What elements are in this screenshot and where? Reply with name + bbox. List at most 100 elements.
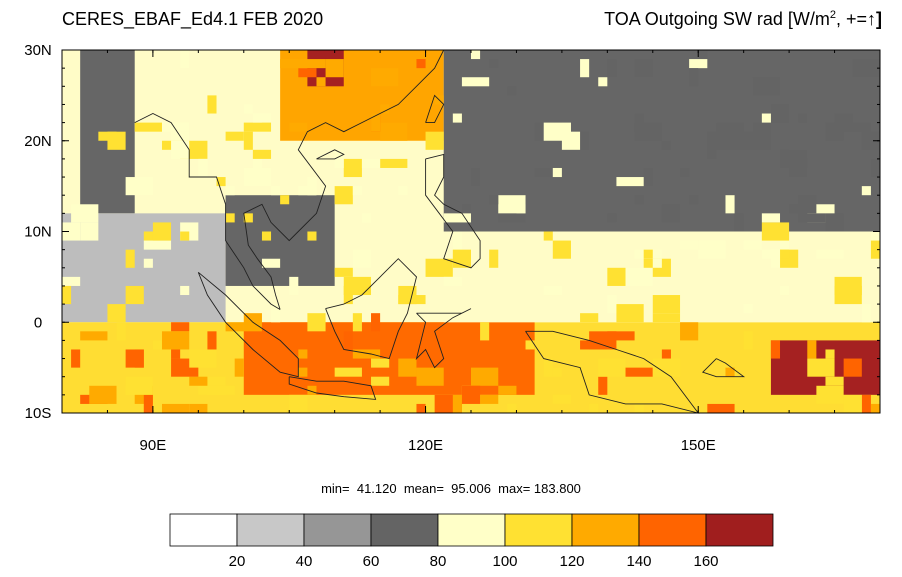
map-cell: [361, 213, 372, 223]
map-cell: [280, 59, 299, 69]
map-cell: [634, 59, 653, 69]
map-cell: [343, 276, 372, 296]
map-cell: [507, 403, 517, 413]
map-cell: [743, 131, 771, 150]
map-cell: [780, 249, 790, 259]
colorbar-swatch: [638, 513, 707, 547]
colorbar-swatch: [705, 513, 774, 547]
map-cell: [234, 358, 244, 377]
map-cell: [189, 403, 208, 413]
map-cell: [743, 304, 753, 314]
map-cell: [243, 122, 272, 132]
map-cell: [752, 77, 781, 96]
map-cell: [243, 104, 253, 114]
map-cell: [461, 77, 490, 87]
map-cell: [789, 204, 799, 214]
map-cell: [443, 276, 462, 286]
map-cell: [634, 113, 644, 132]
map-cell: [834, 113, 853, 123]
map-cell: [489, 59, 499, 69]
lon-tick-label: 150E: [681, 437, 716, 454]
map-cell: [798, 195, 817, 214]
map-cell: [298, 186, 317, 196]
map-cell: [580, 313, 599, 323]
map-cell: [652, 295, 681, 314]
map-cell: [480, 322, 490, 341]
map-cell: [770, 340, 781, 359]
map-cell: [625, 367, 653, 377]
map-cell: [89, 385, 117, 404]
map-cell: [125, 249, 135, 268]
lon-tick-label: 120E: [408, 437, 443, 454]
coastline-segment: [243, 49, 445, 310]
map-cell: [761, 249, 781, 259]
map-cell: [252, 113, 262, 123]
map-cell: [807, 340, 817, 359]
colorbar-label: 120: [559, 553, 584, 570]
map-cell: [616, 177, 644, 187]
map-cell: [816, 249, 844, 259]
map-cell: [870, 240, 880, 259]
map-cell: [580, 131, 590, 150]
map-cell: [180, 231, 190, 241]
map-cell: [316, 77, 326, 87]
map-cell: [416, 403, 426, 413]
colorbar-swatch: [236, 513, 305, 547]
map-cell: [352, 313, 362, 332]
coastline-segment: [415, 308, 472, 369]
map-cell: [452, 113, 462, 123]
map-cell: [289, 276, 299, 296]
lat-tick-label: 30N: [24, 42, 52, 59]
map-cell: [552, 394, 571, 404]
map-cell: [843, 358, 862, 377]
map-title-right: TOA Outgoing SW rad [W/m2, +=↑]: [604, 9, 882, 30]
map-cell: [743, 240, 762, 250]
map-cell: [816, 385, 844, 404]
lon-tick-label: 90E: [140, 437, 167, 454]
map-cell: [707, 131, 717, 150]
map-cell: [352, 249, 372, 268]
colorbar: 20 40 60 80 100 120 140 160: [169, 513, 774, 570]
map-cell: [307, 231, 317, 241]
map-cell: [198, 158, 208, 178]
map-cell: [352, 349, 381, 359]
map-cell: [261, 167, 272, 187]
map-cell: [843, 394, 862, 413]
map-cell: [843, 122, 871, 132]
map-cell: [861, 394, 871, 413]
map-cell: [552, 240, 571, 259]
map-cell: [334, 149, 344, 168]
colorbar-label: 60: [363, 553, 380, 570]
map-cell: [580, 340, 608, 350]
map-cell: [271, 304, 281, 323]
map-cell: [543, 231, 553, 241]
map-cell: [543, 358, 553, 377]
map-raster: [62, 50, 880, 413]
map-cell: [534, 167, 553, 178]
map-cell: [552, 167, 562, 178]
map-cell: [689, 59, 708, 69]
map-cell: [425, 131, 444, 150]
map-cell: [861, 131, 880, 150]
map-cell: [725, 367, 735, 377]
map-cell: [698, 240, 726, 259]
map-cell: [80, 222, 99, 241]
map-cell: [71, 349, 81, 368]
map-cell: [661, 140, 671, 150]
map-cell: [661, 204, 681, 223]
map-cell: [552, 367, 562, 377]
map-cell: [607, 267, 626, 286]
map-region-6: [225, 195, 335, 286]
map-cell: [271, 186, 281, 196]
map-cell: [243, 213, 253, 223]
map-cell: [280, 195, 290, 205]
map-cell: [334, 186, 353, 205]
map-cell: [161, 331, 190, 350]
map-cell: [425, 258, 453, 277]
map-cell: [589, 403, 599, 413]
map-cell: [725, 195, 735, 214]
colorbar-swatch: [437, 513, 506, 547]
map-cell: [498, 213, 526, 223]
map-cell: [798, 113, 808, 123]
map-cell: [416, 59, 426, 69]
